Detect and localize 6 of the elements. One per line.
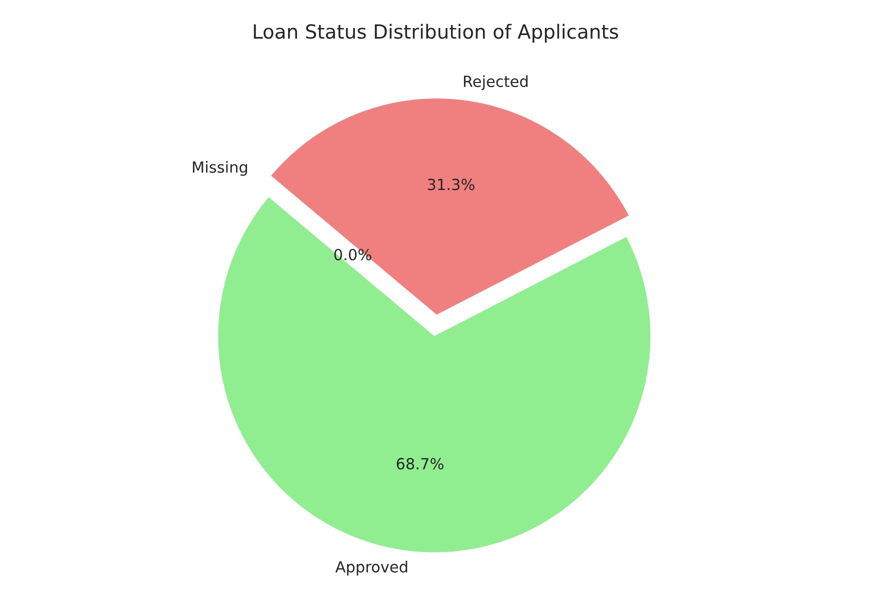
- chart-title: Loan Status Distribution of Applicants: [254, 24, 618, 43]
- slice-label: Approved: [335, 560, 408, 576]
- data-label: 68.7%: [396, 458, 444, 470]
- category-label: Missing: [192, 161, 248, 176]
- slice-label: Rejected: [464, 75, 528, 90]
- data-label: 31.3%: [428, 178, 474, 190]
